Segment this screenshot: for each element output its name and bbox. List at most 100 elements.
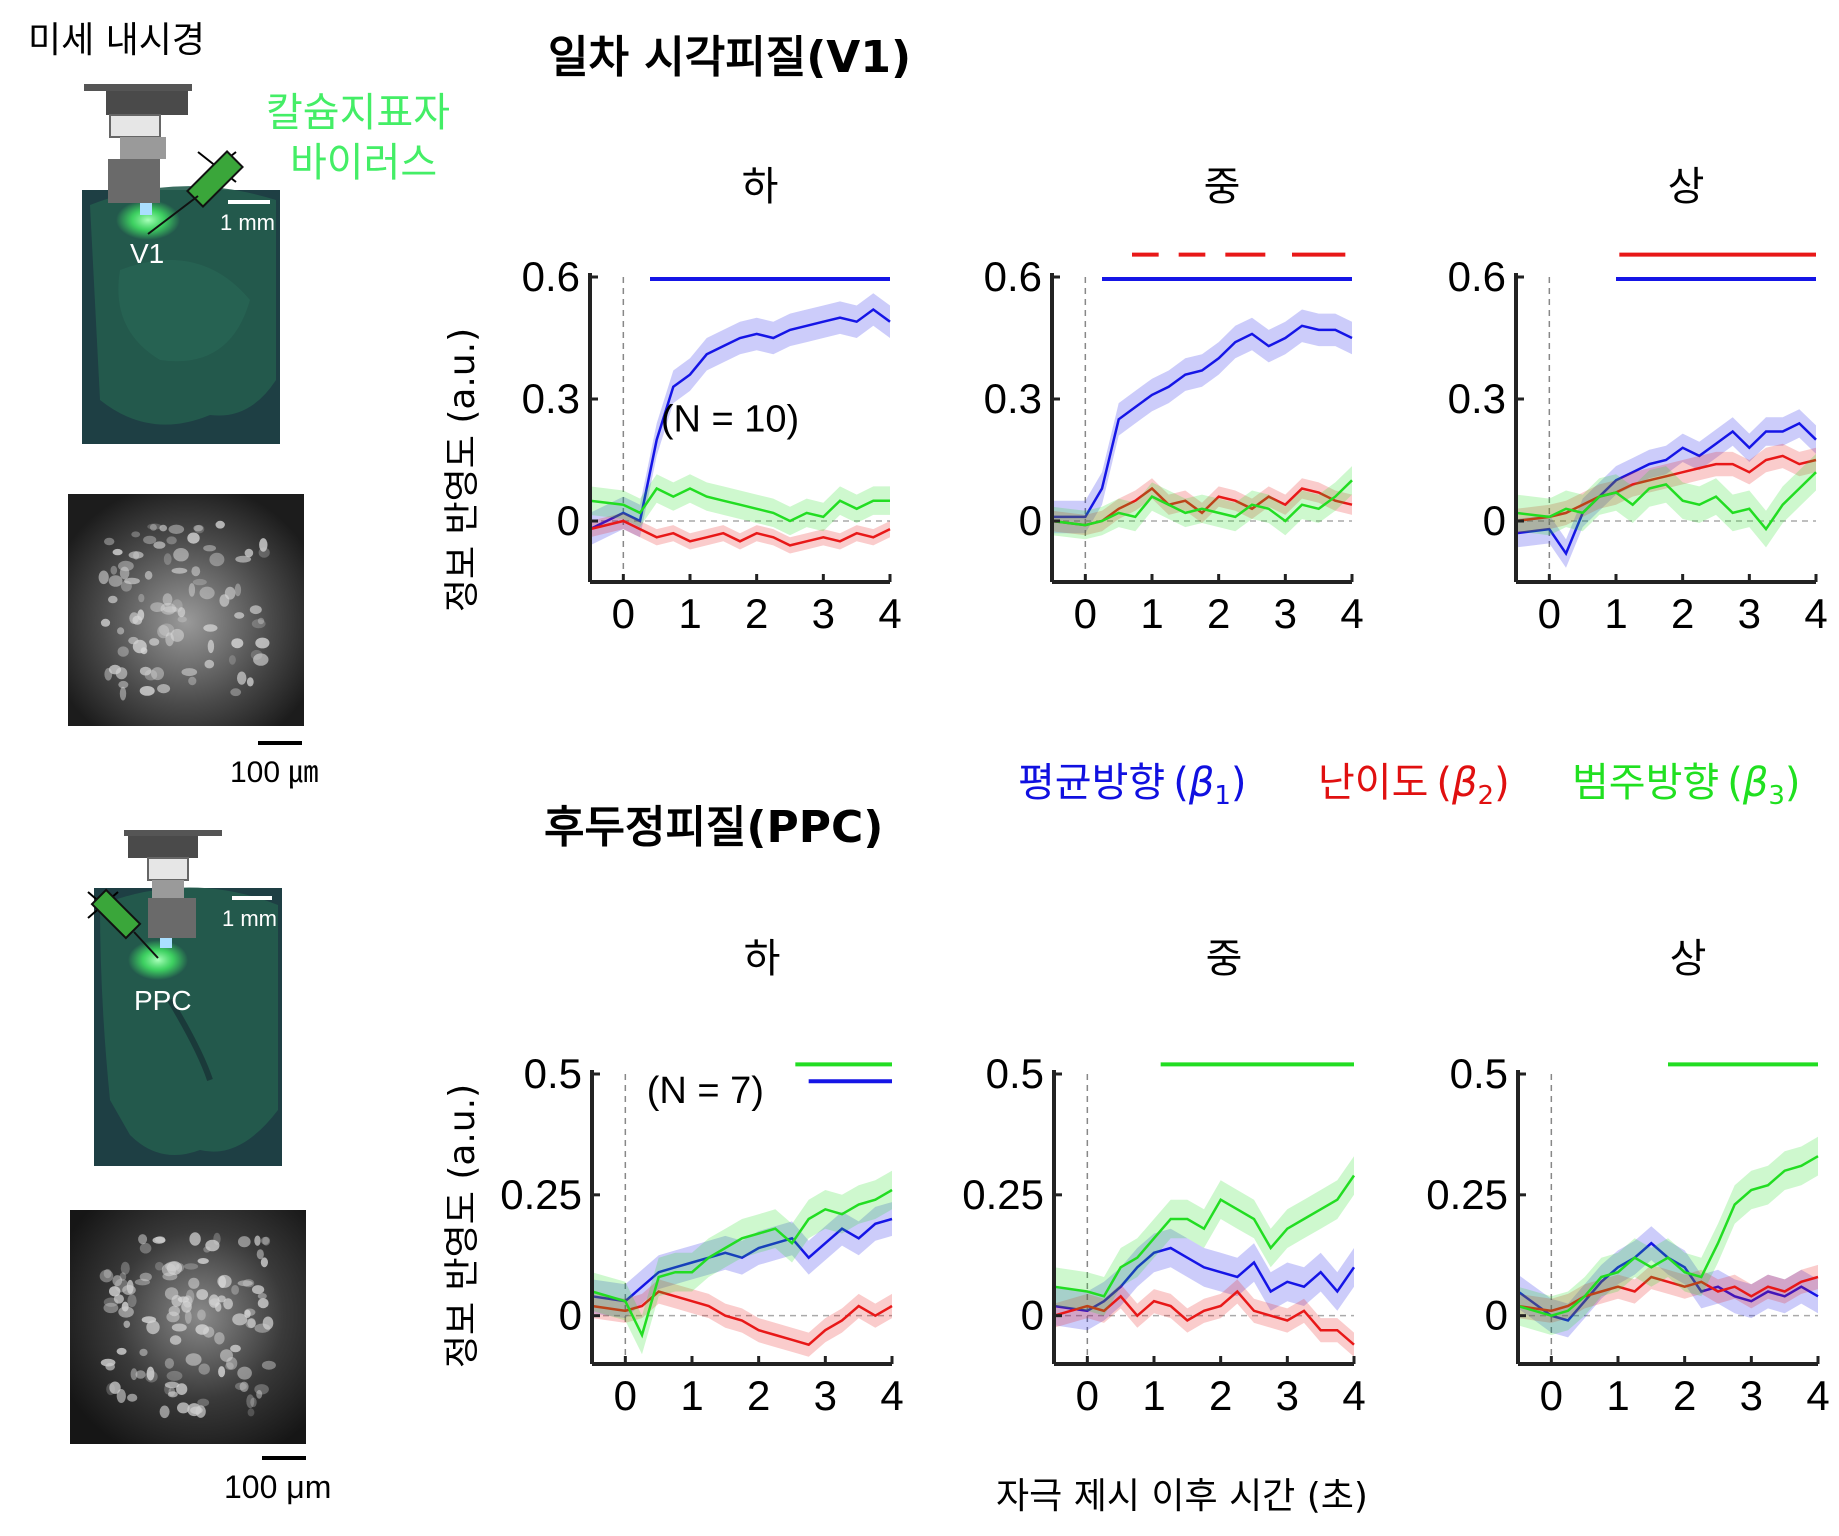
v1-imaging-field <box>68 494 304 726</box>
panel-ppc-3: 하0 1 2 3 400.250.5 (N = 7) <box>500 936 903 1419</box>
cell-spot <box>237 1366 252 1380</box>
series-green-band <box>1052 466 1352 540</box>
cell-spot <box>167 1391 178 1398</box>
cell-spot <box>189 1232 201 1246</box>
series-green-line <box>1515 471 1817 532</box>
cell-spot <box>153 541 166 549</box>
cell-spot <box>147 523 162 530</box>
cell-spot <box>124 577 140 585</box>
cell-spot <box>254 1235 261 1246</box>
cell-spot <box>198 1363 210 1375</box>
cell-spot <box>163 606 178 613</box>
panel-title: 상 <box>1668 164 1705 210</box>
cell-spot <box>146 1366 155 1381</box>
cell-spot <box>188 1277 200 1289</box>
cell-spot <box>223 1298 234 1310</box>
series-green-line <box>1517 1155 1819 1318</box>
x-tick-label: 3 <box>1274 590 1297 637</box>
y-tick-label: 0 <box>1485 1292 1508 1339</box>
ppc-imaging-field <box>70 1210 306 1444</box>
cell-spot <box>164 1287 179 1300</box>
cell-spot <box>177 607 186 618</box>
cell-spot <box>218 1366 226 1378</box>
microendoscope-label: 미세 내시경 <box>28 20 205 61</box>
cell-spot <box>197 1309 206 1321</box>
ppc-ylabel: 정보 반영도 (a.u.) <box>442 1084 483 1368</box>
y-tick-label: 0.3 <box>522 375 580 422</box>
y-tick-label: 0.25 <box>962 1171 1044 1218</box>
cell-spot <box>254 1384 269 1395</box>
x-tick-label: 4 <box>880 1372 903 1419</box>
cell-spot <box>132 615 143 625</box>
cell-spot <box>199 586 215 600</box>
v1-region-label: V1 <box>130 238 164 269</box>
x-tick-label: 3 <box>814 1372 837 1419</box>
cell-spot <box>231 638 244 649</box>
y-tick-label: 0.3 <box>984 375 1042 422</box>
cell-spot <box>159 623 175 637</box>
cell-spot <box>104 537 115 546</box>
x-tick-label: 4 <box>878 590 901 637</box>
series-blue-band <box>592 1202 892 1319</box>
cell-spot <box>171 599 183 613</box>
cell-spot <box>145 1370 158 1383</box>
cell-spot <box>169 1335 182 1345</box>
cell-spot <box>131 531 141 538</box>
ppc-um-scale-label: 100 μm <box>224 1469 331 1505</box>
cell-spot <box>257 1298 269 1309</box>
cell-spot <box>157 625 170 639</box>
virus-label-line1: 칼슘지표자 <box>266 90 450 136</box>
xlabel: 자극 제시 이후 시간 (초) <box>996 1476 1368 1517</box>
panel-ppc-4: 중0 1 2 3 400.250.5 <box>962 936 1365 1419</box>
cell-spot <box>168 1387 176 1397</box>
series-red-line <box>1515 454 1817 523</box>
y-tick-label: 0.5 <box>1450 1050 1508 1097</box>
v1-virus-syringe-icon <box>147 150 244 235</box>
cell-spot <box>209 552 225 567</box>
panel-title: 하 <box>742 164 779 210</box>
cell-spot <box>188 583 196 597</box>
cell-spot <box>228 655 236 665</box>
cell-spot <box>143 535 157 545</box>
series-red-line <box>589 519 891 547</box>
cell-spot <box>110 565 118 575</box>
series-green-line <box>1051 479 1353 527</box>
cell-spot <box>207 639 215 654</box>
cell-spot <box>220 1349 233 1362</box>
cell-spot <box>100 618 111 627</box>
series-red-band <box>1518 1264 1818 1323</box>
series-red-band <box>1516 443 1816 534</box>
x-tick-label: 0 <box>614 1372 637 1419</box>
cell-spot <box>215 520 225 529</box>
cell-spot <box>185 1353 202 1366</box>
x-tick-label: 1 <box>1142 1372 1165 1419</box>
cell-spot <box>168 1305 180 1317</box>
cell-spot <box>244 1309 251 1319</box>
x-tick-label: 0 <box>1074 590 1097 637</box>
cell-spot <box>256 1389 263 1399</box>
x-tick-label: 2 <box>1209 1372 1232 1419</box>
v1-mm-scale-label: 1 mm <box>220 210 275 235</box>
panel-title: 중 <box>1206 936 1243 982</box>
cell-spot <box>114 1278 129 1293</box>
series-red-line <box>591 1290 893 1347</box>
x-tick-label: 0 <box>1076 1372 1099 1419</box>
ppc-mm-scale-label: 1 mm <box>222 906 277 931</box>
cell-spot <box>239 1381 249 1393</box>
cell-spot <box>164 1381 180 1389</box>
cell-spot <box>151 667 164 681</box>
cell-spot <box>231 1285 240 1295</box>
sample-size-annotation: (N = 7) <box>647 1070 764 1112</box>
cell-spot <box>112 1275 123 1287</box>
x-tick-label: 2 <box>1673 1372 1696 1419</box>
cell-spot <box>262 1316 274 1330</box>
cell-spot <box>171 1323 187 1332</box>
series-blue-band <box>1052 309 1352 534</box>
series-blue-band <box>1054 1228 1354 1331</box>
cell-spot <box>146 1320 160 1335</box>
cell-spot <box>100 1358 116 1367</box>
cell-spot <box>161 1263 177 1277</box>
cell-spot <box>238 1236 251 1248</box>
cell-spot <box>138 1234 148 1245</box>
cell-spot <box>112 548 123 556</box>
